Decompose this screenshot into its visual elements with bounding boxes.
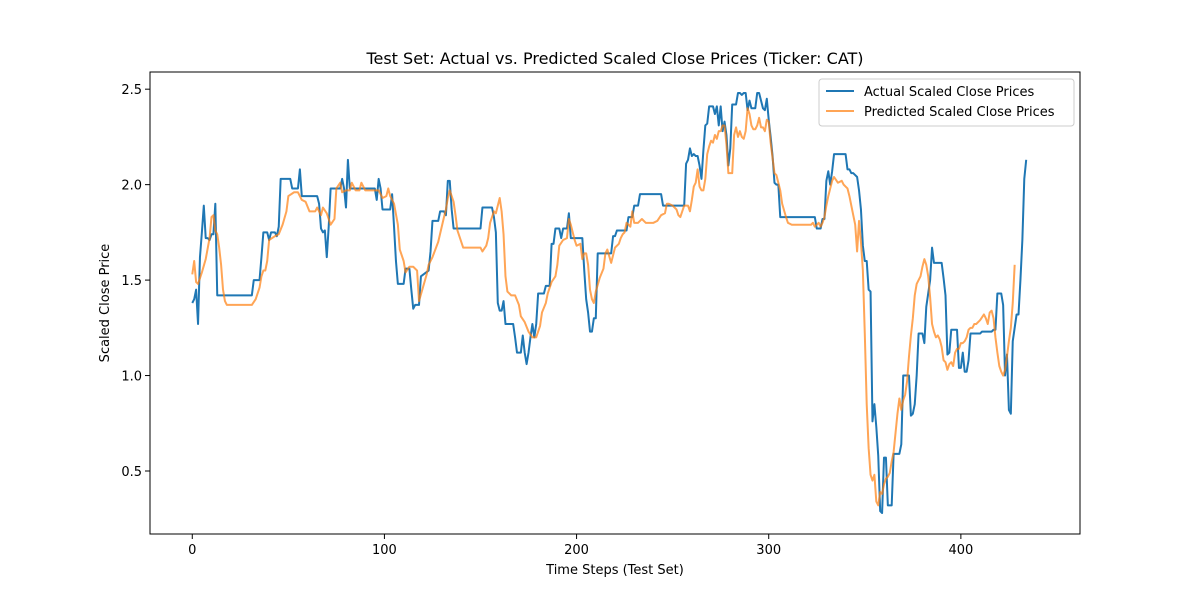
y-tick-label: 1.0: [121, 370, 142, 385]
x-tick-label: 200: [564, 543, 589, 558]
legend: Actual Scaled Close Prices Predicted Sca…: [818, 78, 1075, 127]
x-tick-label: 400: [948, 543, 973, 558]
x-axis-label: Time Steps (Test Set): [545, 563, 684, 578]
legend-box: [818, 78, 1075, 127]
axis-ticks: 0 100 200 300 400 0.5 1.0 1.5 2.0 2.5: [121, 83, 973, 558]
chart-title: Test Set: Actual vs. Predicted Scaled Cl…: [365, 49, 863, 68]
series-layer: [191, 92, 1028, 514]
y-tick-label: 1.5: [121, 274, 142, 289]
x-tick-label: 0: [188, 543, 196, 558]
y-axis-label: Scaled Close Price: [98, 244, 113, 363]
legend-label-actual: Actual Scaled Close Prices: [864, 85, 1034, 100]
plot-area-frame: [149, 71, 1081, 535]
legend-label-predicted: Predicted Scaled Close Prices: [864, 105, 1055, 120]
y-tick-label: 2.0: [121, 179, 142, 194]
x-tick-label: 100: [372, 543, 397, 558]
x-tick-label: 300: [756, 543, 781, 558]
y-tick-label: 0.5: [121, 465, 142, 480]
y-tick-label: 2.5: [121, 83, 142, 98]
series-line-predicted: [191, 107, 1016, 507]
